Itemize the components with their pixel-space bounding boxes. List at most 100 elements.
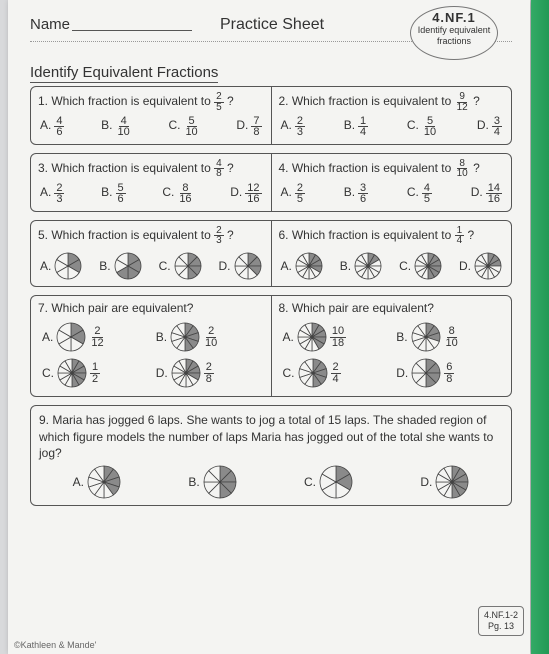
question-8: 8. Which pair are equivalent? A.1018 B.81…	[271, 296, 512, 397]
fraction: 23	[54, 183, 64, 205]
fraction: 14	[358, 116, 368, 138]
answer-choice[interactable]: C.510	[407, 116, 438, 138]
grid-row-1: 1. Which fraction is equivalent to 25 ? …	[30, 86, 512, 145]
answer-choice[interactable]: D.1416	[471, 183, 502, 205]
question-1: 1. Which fraction is equivalent to 25 ? …	[31, 87, 271, 144]
pgbox-line1: 4.NF.1-2	[484, 610, 518, 621]
pie-icon	[203, 465, 237, 499]
grid-row-2: 3. Which fraction is equivalent to 48 ? …	[30, 153, 512, 212]
answer-choice[interactable]: D.	[219, 252, 262, 280]
answer-choice[interactable]: C.12	[42, 358, 138, 388]
answer-choice[interactable]: B.	[188, 465, 236, 499]
answer-choice[interactable]: D.	[459, 252, 502, 280]
q1-num: 1.	[38, 94, 48, 108]
q1-fraction: 25	[214, 92, 224, 112]
grid-row-4: 7. Which pair are equivalent? A.212B.210…	[30, 295, 512, 398]
answer-choice[interactable]: A.	[73, 465, 121, 499]
q9-choices: A. B. C. D.	[39, 465, 503, 499]
fraction: 23	[295, 116, 305, 138]
header-bar: Name Practice Sheet 4.NF.1 Identify equi…	[30, 8, 512, 42]
answer-choice[interactable]: C.816	[162, 183, 193, 205]
answer-choice[interactable]: C.45	[407, 183, 432, 205]
pie-icon	[411, 322, 441, 352]
answer-choice[interactable]: B.410	[101, 116, 132, 138]
pie-icon	[171, 358, 201, 388]
q8-prompt: Which pair are equivalent?	[292, 301, 434, 315]
answer-choice[interactable]: A.1018	[283, 322, 379, 352]
pie-icon	[414, 252, 442, 280]
q2-prompt: Which fraction is equivalent to	[292, 94, 451, 108]
question-5: 5. Which fraction is equivalent to 23 ? …	[31, 221, 271, 286]
question-2: 2. Which fraction is equivalent to 912 ?…	[271, 87, 512, 144]
fraction: 816	[177, 183, 193, 205]
standard-badge: 4.NF.1 Identify equivalent fractions	[410, 6, 498, 60]
q1-choices: A.46 B.410 C.510 D.78	[38, 116, 264, 138]
fraction: 36	[358, 183, 368, 205]
pie-icon	[435, 465, 469, 499]
q3-num: 3.	[38, 161, 48, 175]
q5-choices: A. B. C. D.	[38, 250, 264, 280]
fraction: 34	[492, 116, 502, 138]
q2-num: 2.	[279, 94, 289, 108]
answer-choice[interactable]: C.24	[283, 358, 379, 388]
answer-choice[interactable]: B.56	[101, 183, 125, 205]
answer-choice[interactable]: A.	[281, 252, 323, 280]
fraction: 210	[203, 326, 219, 348]
question-7: 7. Which pair are equivalent? A.212B.210…	[31, 296, 271, 397]
q8-num: 8.	[279, 301, 289, 315]
answer-choice[interactable]: A.212	[42, 322, 138, 352]
fraction: 410	[116, 116, 132, 138]
page-number-box: 4.NF.1-2 Pg. 13	[478, 606, 524, 636]
answer-choice[interactable]: B.	[340, 252, 382, 280]
answer-choice[interactable]: A.23	[40, 183, 64, 205]
question-6: 6. Which fraction is equivalent to 14 ? …	[271, 221, 512, 286]
answer-choice[interactable]: D.1216	[230, 183, 261, 205]
answer-choice[interactable]: B.810	[396, 322, 492, 352]
fraction: 25	[295, 183, 305, 205]
answer-choice[interactable]: D.34	[477, 116, 502, 138]
answer-choice[interactable]: C.	[159, 252, 202, 280]
answer-choice[interactable]: D.28	[156, 358, 252, 388]
q4-prompt: Which fraction is equivalent to	[292, 161, 451, 175]
answer-choice[interactable]: C.510	[168, 116, 199, 138]
fraction: 1216	[245, 183, 261, 205]
pie-icon	[319, 465, 353, 499]
q7-prompt: Which pair are equivalent?	[51, 301, 193, 315]
answer-choice[interactable]: A.25	[281, 183, 305, 205]
pgbox-line2: Pg. 13	[484, 621, 518, 632]
answer-choice[interactable]: C.	[304, 465, 353, 499]
q5-prompt: Which fraction is equivalent to	[51, 228, 210, 242]
pie-icon	[87, 465, 121, 499]
sheet-title: Practice Sheet	[220, 16, 324, 34]
pie-icon	[295, 252, 323, 280]
answer-choice[interactable]: A.46	[40, 116, 64, 138]
fraction: 28	[204, 362, 214, 384]
pie-icon	[297, 322, 327, 352]
answer-choice[interactable]: B.36	[344, 183, 368, 205]
name-blank-line[interactable]	[72, 19, 192, 31]
q6-num: 6.	[279, 228, 289, 242]
question-4: 4. Which fraction is equivalent to 810 ?…	[271, 154, 512, 211]
q6-fraction: 14	[455, 226, 465, 246]
q9-text: Maria has jogged 6 laps. She wants to jo…	[39, 413, 493, 459]
q4-fraction: 810	[455, 159, 470, 179]
fraction: 810	[444, 326, 460, 348]
answer-choice[interactable]: D.78	[236, 116, 261, 138]
pie-icon	[170, 322, 200, 352]
answer-choice[interactable]: B.14	[344, 116, 368, 138]
binder-edge	[531, 0, 549, 654]
q3-fraction: 48	[214, 159, 224, 179]
answer-choice[interactable]: A.23	[281, 116, 305, 138]
answer-choice[interactable]: B.	[99, 252, 141, 280]
q4-num: 4.	[279, 161, 289, 175]
answer-choice[interactable]: D.68	[396, 358, 492, 388]
answer-choice[interactable]: D.	[420, 465, 469, 499]
fraction: 510	[183, 116, 199, 138]
q6-prompt: Which fraction is equivalent to	[292, 228, 451, 242]
q1-prompt: Which fraction is equivalent to	[51, 94, 210, 108]
answer-choice[interactable]: A.	[40, 252, 82, 280]
answer-choice[interactable]: C.	[399, 252, 442, 280]
q4-choices: A.25 B.36 C.45 D.1416	[279, 183, 505, 205]
answer-choice[interactable]: B.210	[156, 322, 252, 352]
fraction: 46	[54, 116, 64, 138]
